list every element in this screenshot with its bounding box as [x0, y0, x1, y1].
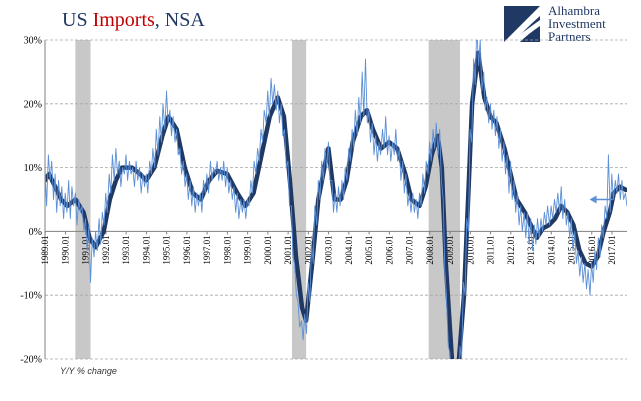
x-tick-label: 1989.01 — [40, 235, 50, 264]
x-tick-label: 2001.01 — [283, 235, 293, 264]
x-tick-label: 2017.01 — [607, 235, 617, 264]
x-tick-label: 2014.01 — [546, 235, 556, 264]
title-part-1: US — [62, 9, 93, 31]
x-tick-label: 1993.01 — [121, 235, 131, 264]
logo-line-1: Alhambra — [548, 3, 600, 18]
series-lines — [45, 40, 627, 359]
x-tick-label: 2015.01 — [567, 235, 577, 264]
x-tick-label: 1998.01 — [222, 235, 232, 264]
x-tick-label: 1994.01 — [141, 235, 151, 264]
x-tick-label: 1996.01 — [182, 235, 192, 264]
y-tick-label: 10% — [24, 163, 42, 174]
recession-bar-0 — [75, 40, 91, 359]
x-tick-label: 2011.01 — [486, 235, 496, 264]
y-tick-label: 0% — [29, 227, 42, 238]
title-part-2: , NSA — [154, 9, 205, 31]
x-tick-label: 1995.01 — [162, 235, 172, 264]
x-tick-label: 2000.01 — [263, 235, 273, 264]
x-tick-label: 2013.01 — [526, 235, 536, 264]
logo-text: Alhambra Investment Partners — [548, 4, 606, 43]
logo-mark-icon — [504, 6, 540, 42]
annotations — [589, 195, 613, 204]
annotation-arrow-head — [589, 195, 597, 204]
x-tick-label: 1999.01 — [243, 235, 253, 264]
x-tick-label: 2004.01 — [344, 235, 354, 264]
x-tick-label: 2009.01 — [445, 235, 455, 264]
x-tick-label: 1990.01 — [60, 235, 70, 264]
x-tick-label: 1992.01 — [101, 235, 111, 264]
y-tick-label: -20% — [20, 355, 42, 366]
y-tick-label: 30% — [24, 36, 42, 47]
alhambra-logo: Alhambra Investment Partners — [502, 2, 634, 46]
x-tick-label: 2008.01 — [425, 235, 435, 264]
x-tick-label: 1997.01 — [202, 235, 212, 264]
x-tick-label: 2010.01 — [465, 235, 475, 264]
series-line-thick — [45, 50, 627, 359]
logo-line-3: Partners — [548, 29, 591, 44]
gridlines — [45, 39, 627, 360]
y-tick-label: 20% — [24, 99, 42, 110]
x-tick-label: 2006.01 — [384, 235, 394, 264]
chart-title: US Imports, NSA — [62, 9, 205, 32]
x-tick-label: 2016.01 — [587, 235, 597, 264]
y-axis-title: Y/Y % change — [60, 366, 117, 376]
x-tick-label: 2007.01 — [405, 235, 415, 264]
x-tick-label: 2002.01 — [303, 235, 313, 264]
x-tick-label: 2012.01 — [506, 235, 516, 264]
title-highlight: Imports — [92, 9, 155, 31]
recession-shading — [75, 40, 460, 359]
x-tick-label: 2003.01 — [324, 235, 334, 264]
y-tick-label: -10% — [20, 291, 42, 302]
x-tick-label: 2005.01 — [364, 235, 374, 264]
logo-line-2: Investment — [548, 16, 606, 31]
x-tick-label: 1991.01 — [81, 235, 91, 264]
series-line-thin — [45, 40, 627, 359]
